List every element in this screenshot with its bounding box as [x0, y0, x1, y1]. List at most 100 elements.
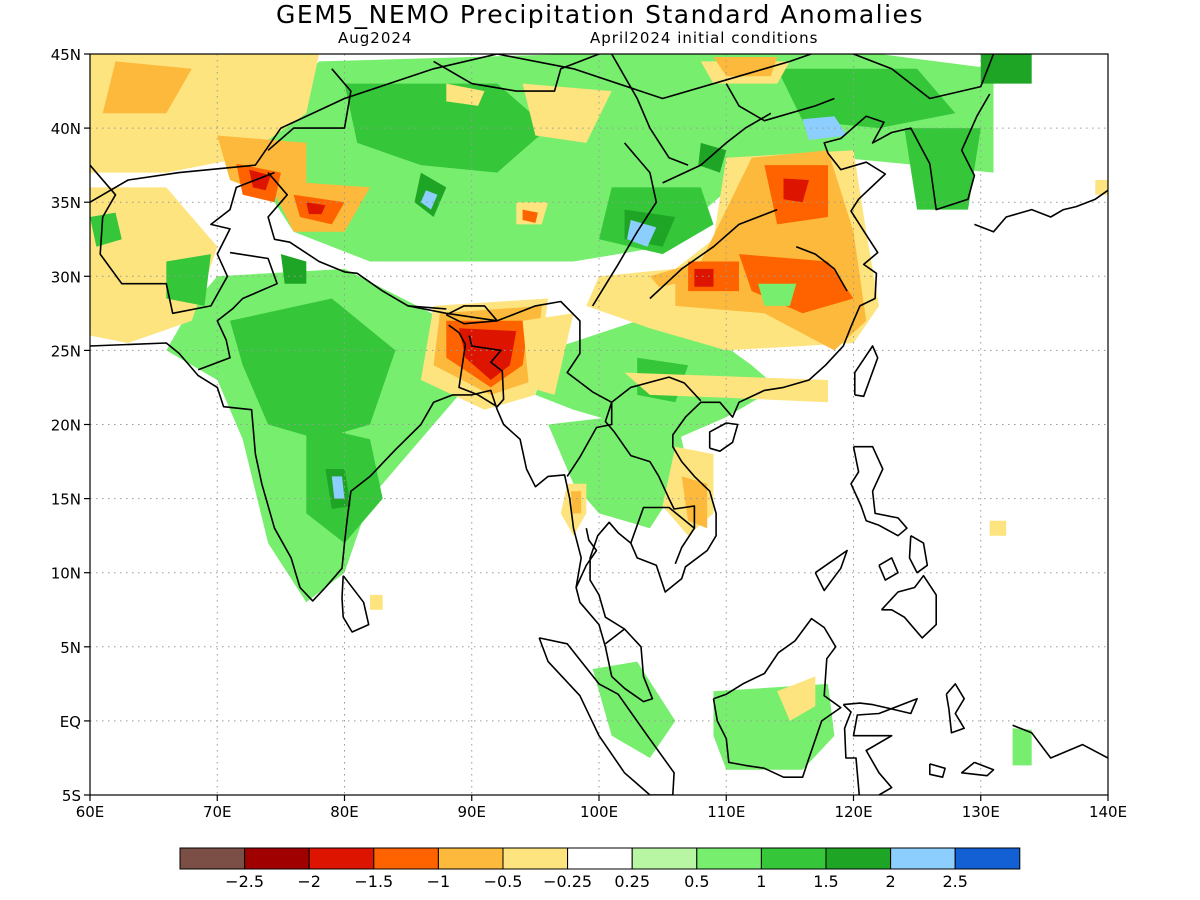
colorbar-swatch: [825, 847, 892, 870]
colorbar-label: −1.5: [354, 872, 393, 891]
anomaly-region: [980, 54, 1032, 84]
colorbar-swatch: [890, 847, 956, 870]
x-tick-label: 100E: [580, 803, 618, 821]
coastlines: [90, 54, 1108, 795]
y-tick-label: 10N: [51, 565, 81, 583]
coastline-segment: [853, 345, 879, 398]
coastline-segment: [90, 54, 498, 203]
y-tick-label: EQ: [60, 713, 81, 731]
colorbar-label: 2: [886, 872, 896, 891]
anomaly-region: [522, 209, 538, 223]
coastline-segment: [538, 637, 675, 795]
y-tick-label: 30N: [51, 268, 81, 286]
colorbar-label: −1: [427, 872, 451, 891]
coastline-segment: [842, 697, 918, 795]
coastline-segment: [267, 68, 352, 151]
x-tick-label: 110E: [707, 803, 745, 821]
coastline-segment: [960, 761, 995, 777]
axis-ticks: 60E 70E 80E 90E 100E 110E 120E 130E 140E 45N 40N 35…: [51, 46, 1127, 821]
y-tick-label: 45N: [51, 46, 81, 64]
coastline-segment: [649, 208, 778, 300]
anomaly-region: [783, 178, 809, 203]
anomaly-region: [698, 142, 727, 173]
anomaly-region: [166, 254, 211, 306]
anomaly-region: [1095, 180, 1108, 195]
anomaly-region: [420, 190, 438, 210]
coastline-segment: [708, 422, 739, 453]
coastline-segment: [591, 142, 658, 307]
coastline-segment: [795, 245, 848, 292]
coastline-segment: [1012, 724, 1108, 759]
coastline-segment: [880, 574, 938, 639]
anomaly-region: [802, 116, 848, 140]
x-tick-label: 140E: [1089, 803, 1127, 821]
anomaly-region: [446, 83, 485, 106]
coastline-segment: [611, 54, 689, 166]
anomaly-region: [548, 409, 689, 529]
anomaly-region: [306, 202, 326, 215]
anomaly-region: [102, 61, 192, 114]
colorbar-legend: −2.5 −2 −1.5 −1 −0.5 −0.25 0.25 0.5 1 1.5 2 2.5: [179, 847, 1021, 891]
colorbar-label: −2.5: [225, 872, 264, 891]
x-tick-label: 120E: [834, 803, 872, 821]
coastline-segment: [604, 402, 696, 529]
y-tick-label: 5S: [62, 787, 81, 805]
anomaly-region: [713, 57, 778, 77]
coastline-segment: [814, 549, 848, 592]
anomaly-region: [331, 476, 345, 499]
coastline-segment: [945, 683, 966, 734]
anomaly-region: [592, 661, 676, 758]
anomaly-region: [758, 283, 797, 306]
x-tick-label: 90E: [457, 803, 486, 821]
coastline-segment: [448, 324, 505, 408]
anomaly-region: [681, 476, 708, 529]
colorbar-label: 1.5: [813, 872, 838, 891]
coastline-segment: [497, 54, 814, 100]
map-title: GEM5_NEMO Precipitation Standard Anomali…: [276, 0, 924, 29]
anomaly-region: [989, 520, 1007, 536]
x-tick-label: 60E: [76, 803, 105, 821]
colorbar-label: −2: [297, 872, 321, 891]
y-tick-label: 25N: [51, 342, 81, 360]
coastline-segment: [575, 528, 598, 588]
y-tick-label: 35N: [51, 194, 81, 212]
coastline-segment: [850, 445, 908, 537]
colorbar-swatch: [760, 847, 827, 870]
colorbar-swatch: [954, 847, 1021, 870]
anomaly-region: [904, 128, 981, 210]
coastline-segment: [604, 628, 625, 645]
anomaly-region: [370, 594, 383, 610]
colorbar-swatch: [179, 847, 246, 870]
coastline-segment: [197, 251, 278, 371]
anomaly-shading: [90, 54, 1108, 795]
anomaly-region: [459, 328, 517, 380]
anomaly-region: [249, 169, 271, 191]
anomaly-region: [627, 220, 657, 247]
anomaly-region: [230, 298, 396, 440]
anomaly-region: [522, 313, 574, 395]
x-tick-label: 70E: [203, 803, 232, 821]
coastline-segment: [853, 54, 995, 100]
coastline-segment: [566, 402, 613, 477]
x-tick-label: 80E: [330, 803, 359, 821]
colorbar-label: −0.5: [484, 872, 523, 891]
coastline-segment: [630, 506, 696, 565]
coastline-segment: [90, 93, 991, 703]
anomaly-region: [1012, 728, 1032, 766]
colorbar-label: 0.5: [684, 872, 709, 891]
y-tick-label: 5N: [60, 639, 81, 657]
anomaly-region: [637, 283, 676, 309]
coastline-segment: [974, 189, 1108, 233]
colorbar-swatch: [567, 847, 633, 870]
coastline-segment: [928, 763, 946, 779]
colorbar-swatch: [308, 847, 375, 870]
coastline-segment: [407, 300, 702, 404]
anomaly-region: [344, 83, 549, 173]
coastline-segment: [662, 112, 772, 184]
coastline-segment: [90, 164, 275, 315]
coastline-segment: [433, 54, 600, 92]
coastline-segment: [712, 617, 842, 779]
colorbar-label: 1: [756, 872, 766, 891]
colorbar-swatch: [502, 847, 569, 870]
